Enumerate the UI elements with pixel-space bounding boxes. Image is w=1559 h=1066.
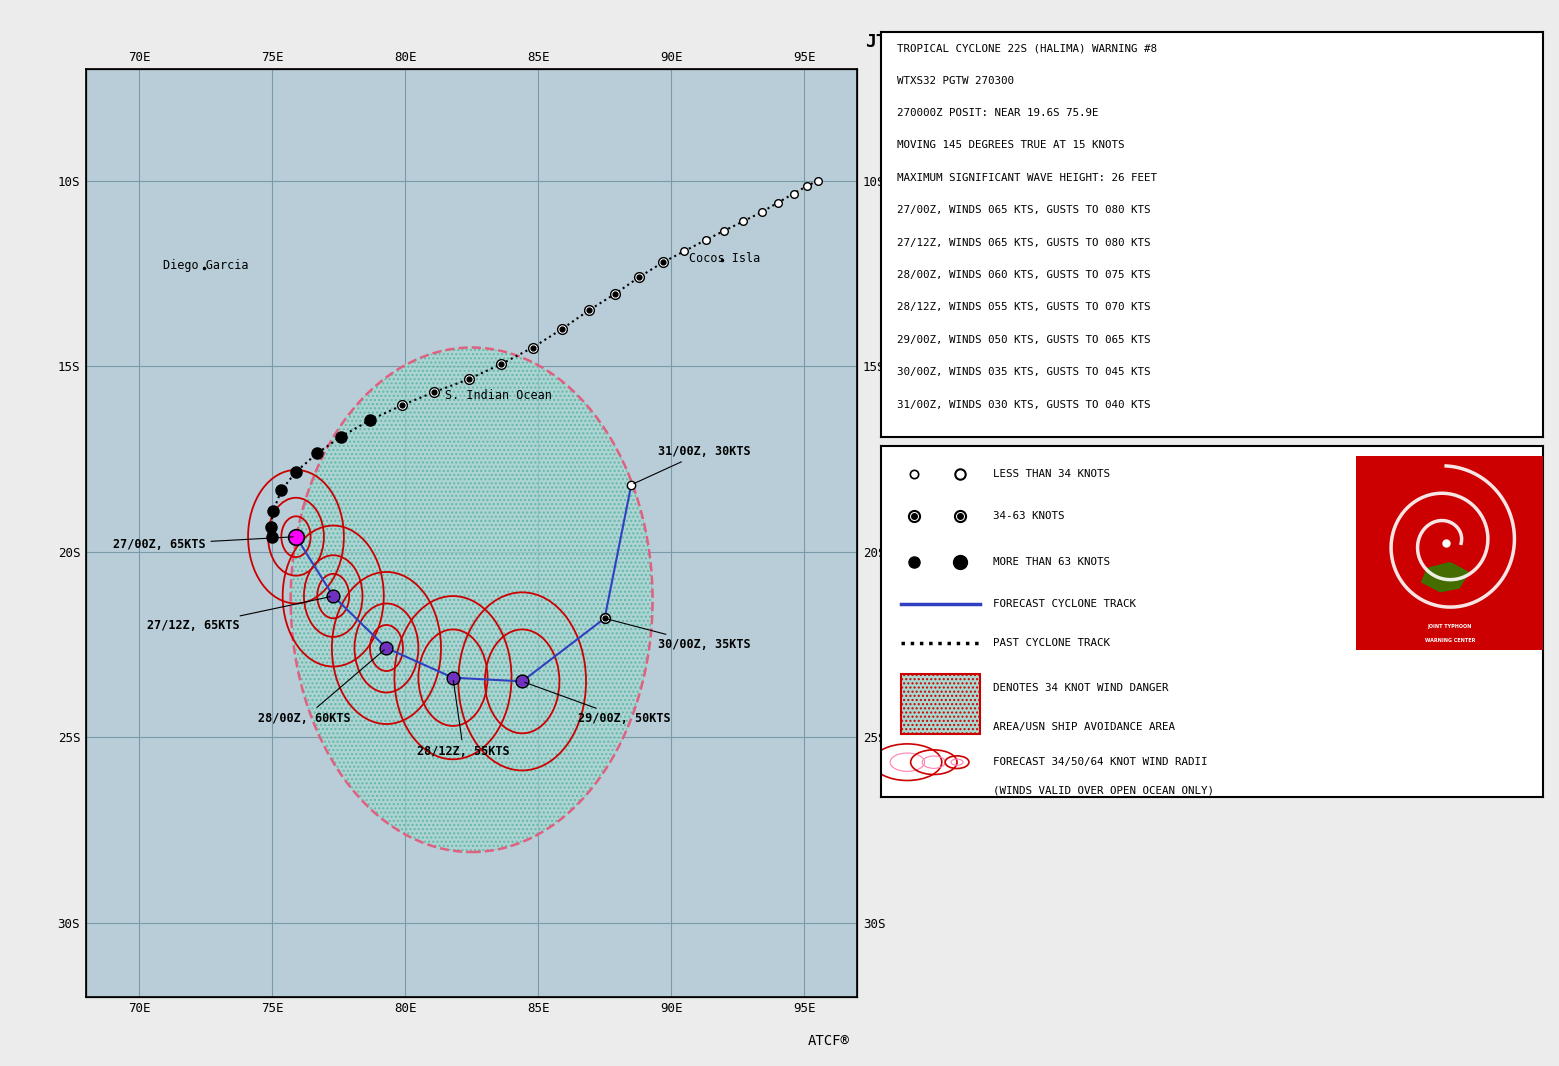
Text: WTXS32 PGTW 270300: WTXS32 PGTW 270300 [898, 76, 1015, 85]
Text: ATCF®: ATCF® [808, 1034, 850, 1048]
Text: PAST CYCLONE TRACK: PAST CYCLONE TRACK [993, 637, 1110, 647]
Text: 28/12Z, WINDS 055 KTS, GUSTS TO 070 KTS: 28/12Z, WINDS 055 KTS, GUSTS TO 070 KTS [898, 303, 1151, 312]
Text: 29/00Z, WINDS 050 KTS, GUSTS TO 065 KTS: 29/00Z, WINDS 050 KTS, GUSTS TO 065 KTS [898, 335, 1151, 344]
Text: FORECAST 34/50/64 KNOT WIND RADII: FORECAST 34/50/64 KNOT WIND RADII [993, 757, 1208, 768]
Text: 27/12Z, 65KTS: 27/12Z, 65KTS [148, 597, 331, 632]
Text: (WINDS VALID OVER OPEN OCEAN ONLY): (WINDS VALID OVER OPEN OCEAN ONLY) [993, 786, 1214, 795]
Text: Cocos Isla: Cocos Isla [689, 252, 761, 265]
Text: JTWC: JTWC [865, 33, 909, 51]
Text: MORE THAN 63 KNOTS: MORE THAN 63 KNOTS [993, 556, 1110, 567]
Text: MOVING 145 DEGREES TRUE AT 15 KNOTS: MOVING 145 DEGREES TRUE AT 15 KNOTS [898, 141, 1126, 150]
Text: 27/12Z, WINDS 065 KTS, GUSTS TO 080 KTS: 27/12Z, WINDS 065 KTS, GUSTS TO 080 KTS [898, 238, 1151, 247]
Text: 29/00Z, 50KTS: 29/00Z, 50KTS [525, 682, 670, 725]
Text: 31/00Z, WINDS 030 KTS, GUSTS TO 040 KTS: 31/00Z, WINDS 030 KTS, GUSTS TO 040 KTS [898, 400, 1151, 409]
Text: DENOTES 34 KNOT WIND DANGER: DENOTES 34 KNOT WIND DANGER [993, 683, 1169, 693]
Text: 270000Z POSIT: NEAR 19.6S 75.9E: 270000Z POSIT: NEAR 19.6S 75.9E [898, 108, 1099, 118]
Circle shape [290, 348, 653, 852]
Text: 27/00Z, 65KTS: 27/00Z, 65KTS [112, 537, 293, 551]
Text: JOINT TYPHOON: JOINT TYPHOON [1428, 624, 1472, 629]
Text: WARNING CENTER: WARNING CENTER [1425, 637, 1475, 643]
Text: MAXIMUM SIGNIFICANT WAVE HEIGHT: 26 FEET: MAXIMUM SIGNIFICANT WAVE HEIGHT: 26 FEET [898, 173, 1157, 182]
Text: 34-63 KNOTS: 34-63 KNOTS [993, 511, 1065, 521]
Text: 27/00Z, WINDS 065 KTS, GUSTS TO 080 KTS: 27/00Z, WINDS 065 KTS, GUSTS TO 080 KTS [898, 206, 1151, 215]
Text: 30/00Z, WINDS 035 KTS, GUSTS TO 045 KTS: 30/00Z, WINDS 035 KTS, GUSTS TO 045 KTS [898, 368, 1151, 377]
Text: TROPICAL CYCLONE 22S (HALIMA) WARNING #8: TROPICAL CYCLONE 22S (HALIMA) WARNING #8 [898, 44, 1157, 53]
Text: 31/00Z, 30KTS: 31/00Z, 30KTS [635, 445, 750, 484]
Text: LESS THAN 34 KNOTS: LESS THAN 34 KNOTS [993, 469, 1110, 479]
Text: 30/00Z, 35KTS: 30/00Z, 35KTS [608, 619, 750, 650]
Text: S. Indian Ocean: S. Indian Ocean [444, 389, 552, 402]
Text: 28/00Z, WINDS 060 KTS, GUSTS TO 075 KTS: 28/00Z, WINDS 060 KTS, GUSTS TO 075 KTS [898, 270, 1151, 280]
Text: Diego Garcia: Diego Garcia [162, 259, 248, 273]
Text: AREA/USN SHIP AVOIDANCE AREA: AREA/USN SHIP AVOIDANCE AREA [993, 722, 1175, 732]
Bar [901, 675, 981, 734]
Text: FORECAST CYCLONE TRACK: FORECAST CYCLONE TRACK [993, 599, 1137, 609]
Text: 28/00Z, 60KTS: 28/00Z, 60KTS [257, 650, 385, 725]
Polygon shape [1422, 563, 1469, 592]
Text: 28/12Z, 55KTS: 28/12Z, 55KTS [418, 680, 510, 758]
